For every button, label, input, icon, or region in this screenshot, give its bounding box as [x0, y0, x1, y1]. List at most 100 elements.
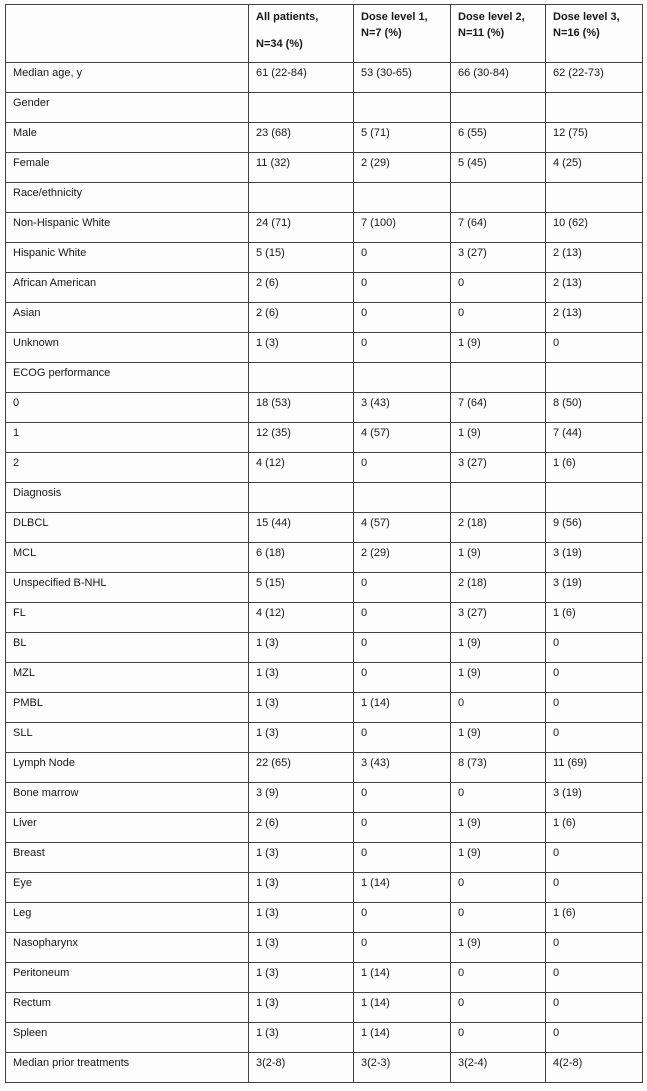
- row-value: 0: [545, 932, 643, 963]
- row-value: 11 (69): [545, 752, 643, 783]
- row-value: 3(2-3): [353, 1052, 451, 1083]
- table-row: Diagnosis: [5, 482, 643, 513]
- row-value: 4 (12): [248, 602, 354, 633]
- row-value: 8 (50): [545, 392, 643, 423]
- row-value: 1 (3): [248, 842, 354, 873]
- row-value: 1 (3): [248, 902, 354, 933]
- row-value: 1 (3): [248, 662, 354, 693]
- row-value: 3 (43): [353, 392, 451, 423]
- row-value: 12 (75): [545, 122, 643, 153]
- row-value: 8 (73): [450, 752, 546, 783]
- header-cell-dose-level-1: Dose level 1, N=7 (%): [353, 4, 451, 63]
- header-line-1: All patients,: [256, 11, 319, 23]
- row-value: 7 (100): [353, 212, 451, 243]
- row-value: 7 (64): [450, 212, 546, 243]
- row-value: [353, 482, 451, 513]
- table-row: Median age, y 61 (22-84) 53 (30-65) 66 (…: [5, 62, 643, 93]
- row-value: 0: [353, 902, 451, 933]
- table-row: 0 18 (53) 3 (43) 7 (64) 8 (50): [5, 392, 643, 423]
- row-value: 7 (44): [545, 422, 643, 453]
- row-value: 1 (6): [545, 902, 643, 933]
- row-value: 0: [450, 902, 546, 933]
- row-value: 3 (27): [450, 602, 546, 633]
- row-value: [450, 92, 546, 123]
- row-value: 0: [450, 692, 546, 723]
- row-value: [248, 92, 354, 123]
- table-body: Median age, y 61 (22-84) 53 (30-65) 66 (…: [5, 62, 643, 1083]
- row-value: 0: [353, 632, 451, 663]
- row-value: 4 (57): [353, 512, 451, 543]
- row-value: 0: [545, 662, 643, 693]
- row-value: 22 (65): [248, 752, 354, 783]
- table-row: Leg 1 (3) 0 0 1 (6): [5, 902, 643, 933]
- row-value: [248, 482, 354, 513]
- row-value: 1 (14): [353, 872, 451, 903]
- row-value: 1 (3): [248, 722, 354, 753]
- row-value: 1 (3): [248, 632, 354, 663]
- table-row: Asian 2 (6) 0 0 2 (13): [5, 302, 643, 333]
- row-value: 0: [353, 782, 451, 813]
- row-value: 0: [353, 932, 451, 963]
- row-value: 1 (3): [248, 332, 354, 363]
- table-row: Unspecified B-NHL 5 (15) 0 2 (18) 3 (19): [5, 572, 643, 603]
- table-row: ECOG performance: [5, 362, 643, 393]
- row-value: 4(2-8): [545, 1052, 643, 1083]
- row-value: 66 (30-84): [450, 62, 546, 93]
- row-value: 0: [545, 632, 643, 663]
- header-line-2: N=11 (%): [458, 27, 505, 39]
- table-row: Non-Hispanic White 24 (71) 7 (100) 7 (64…: [5, 212, 643, 243]
- row-label: SLL: [5, 722, 249, 753]
- row-value: 0: [353, 302, 451, 333]
- row-value: 18 (53): [248, 392, 354, 423]
- header-line-1: Dose level 3,: [553, 11, 620, 23]
- row-label: ECOG performance: [5, 362, 249, 393]
- row-value: 0: [545, 1022, 643, 1053]
- row-label: Race/ethnicity: [5, 182, 249, 213]
- row-label: MCL: [5, 542, 249, 573]
- row-label: 1: [5, 422, 249, 453]
- row-value: 1 (3): [248, 962, 354, 993]
- table-row: FL 4 (12) 0 3 (27) 1 (6): [5, 602, 643, 633]
- row-value: 0: [353, 272, 451, 303]
- row-value: 62 (22-73): [545, 62, 643, 93]
- header-cell-all-patients: All patients, N=34 (%): [248, 4, 354, 63]
- row-value: 2 (13): [545, 272, 643, 303]
- row-value: 1 (3): [248, 992, 354, 1023]
- row-label: Hispanic White: [5, 242, 249, 273]
- row-value: 1 (9): [450, 722, 546, 753]
- row-value: 0: [450, 272, 546, 303]
- table-row: Unknown 1 (3) 0 1 (9) 0: [5, 332, 643, 363]
- row-value: 0: [545, 872, 643, 903]
- row-value: 0: [353, 812, 451, 843]
- row-label: 2: [5, 452, 249, 483]
- header-line-1: Dose level 1,: [361, 11, 428, 23]
- table-row: DLBCL 15 (44) 4 (57) 2 (18) 9 (56): [5, 512, 643, 543]
- row-label: Leg: [5, 902, 249, 933]
- row-value: 2 (6): [248, 302, 354, 333]
- row-label: African American: [5, 272, 249, 303]
- row-value: 12 (35): [248, 422, 354, 453]
- row-value: 7 (64): [450, 392, 546, 423]
- row-value: 1 (9): [450, 332, 546, 363]
- header-line-1: Dose level 2,: [458, 11, 525, 23]
- table-row: Eye 1 (3) 1 (14) 0 0: [5, 872, 643, 903]
- table-row: Breast 1 (3) 0 1 (9) 0: [5, 842, 643, 873]
- row-value: 3 (43): [353, 752, 451, 783]
- row-value: 0: [353, 722, 451, 753]
- row-value: 5 (45): [450, 152, 546, 183]
- row-value: 15 (44): [248, 512, 354, 543]
- row-value: 3(2-8): [248, 1052, 354, 1083]
- row-value: [450, 482, 546, 513]
- table-row: Male 23 (68) 5 (71) 6 (55) 12 (75): [5, 122, 643, 153]
- row-label: Liver: [5, 812, 249, 843]
- row-value: 0: [545, 962, 643, 993]
- row-label: Gender: [5, 92, 249, 123]
- row-value: 1 (3): [248, 932, 354, 963]
- row-label: Nasopharynx: [5, 932, 249, 963]
- table-row: MCL 6 (18) 2 (29) 1 (9) 3 (19): [5, 542, 643, 573]
- row-value: [545, 92, 643, 123]
- row-value: 1 (9): [450, 812, 546, 843]
- row-value: 1 (14): [353, 992, 451, 1023]
- row-label: Breast: [5, 842, 249, 873]
- row-value: 2 (6): [248, 812, 354, 843]
